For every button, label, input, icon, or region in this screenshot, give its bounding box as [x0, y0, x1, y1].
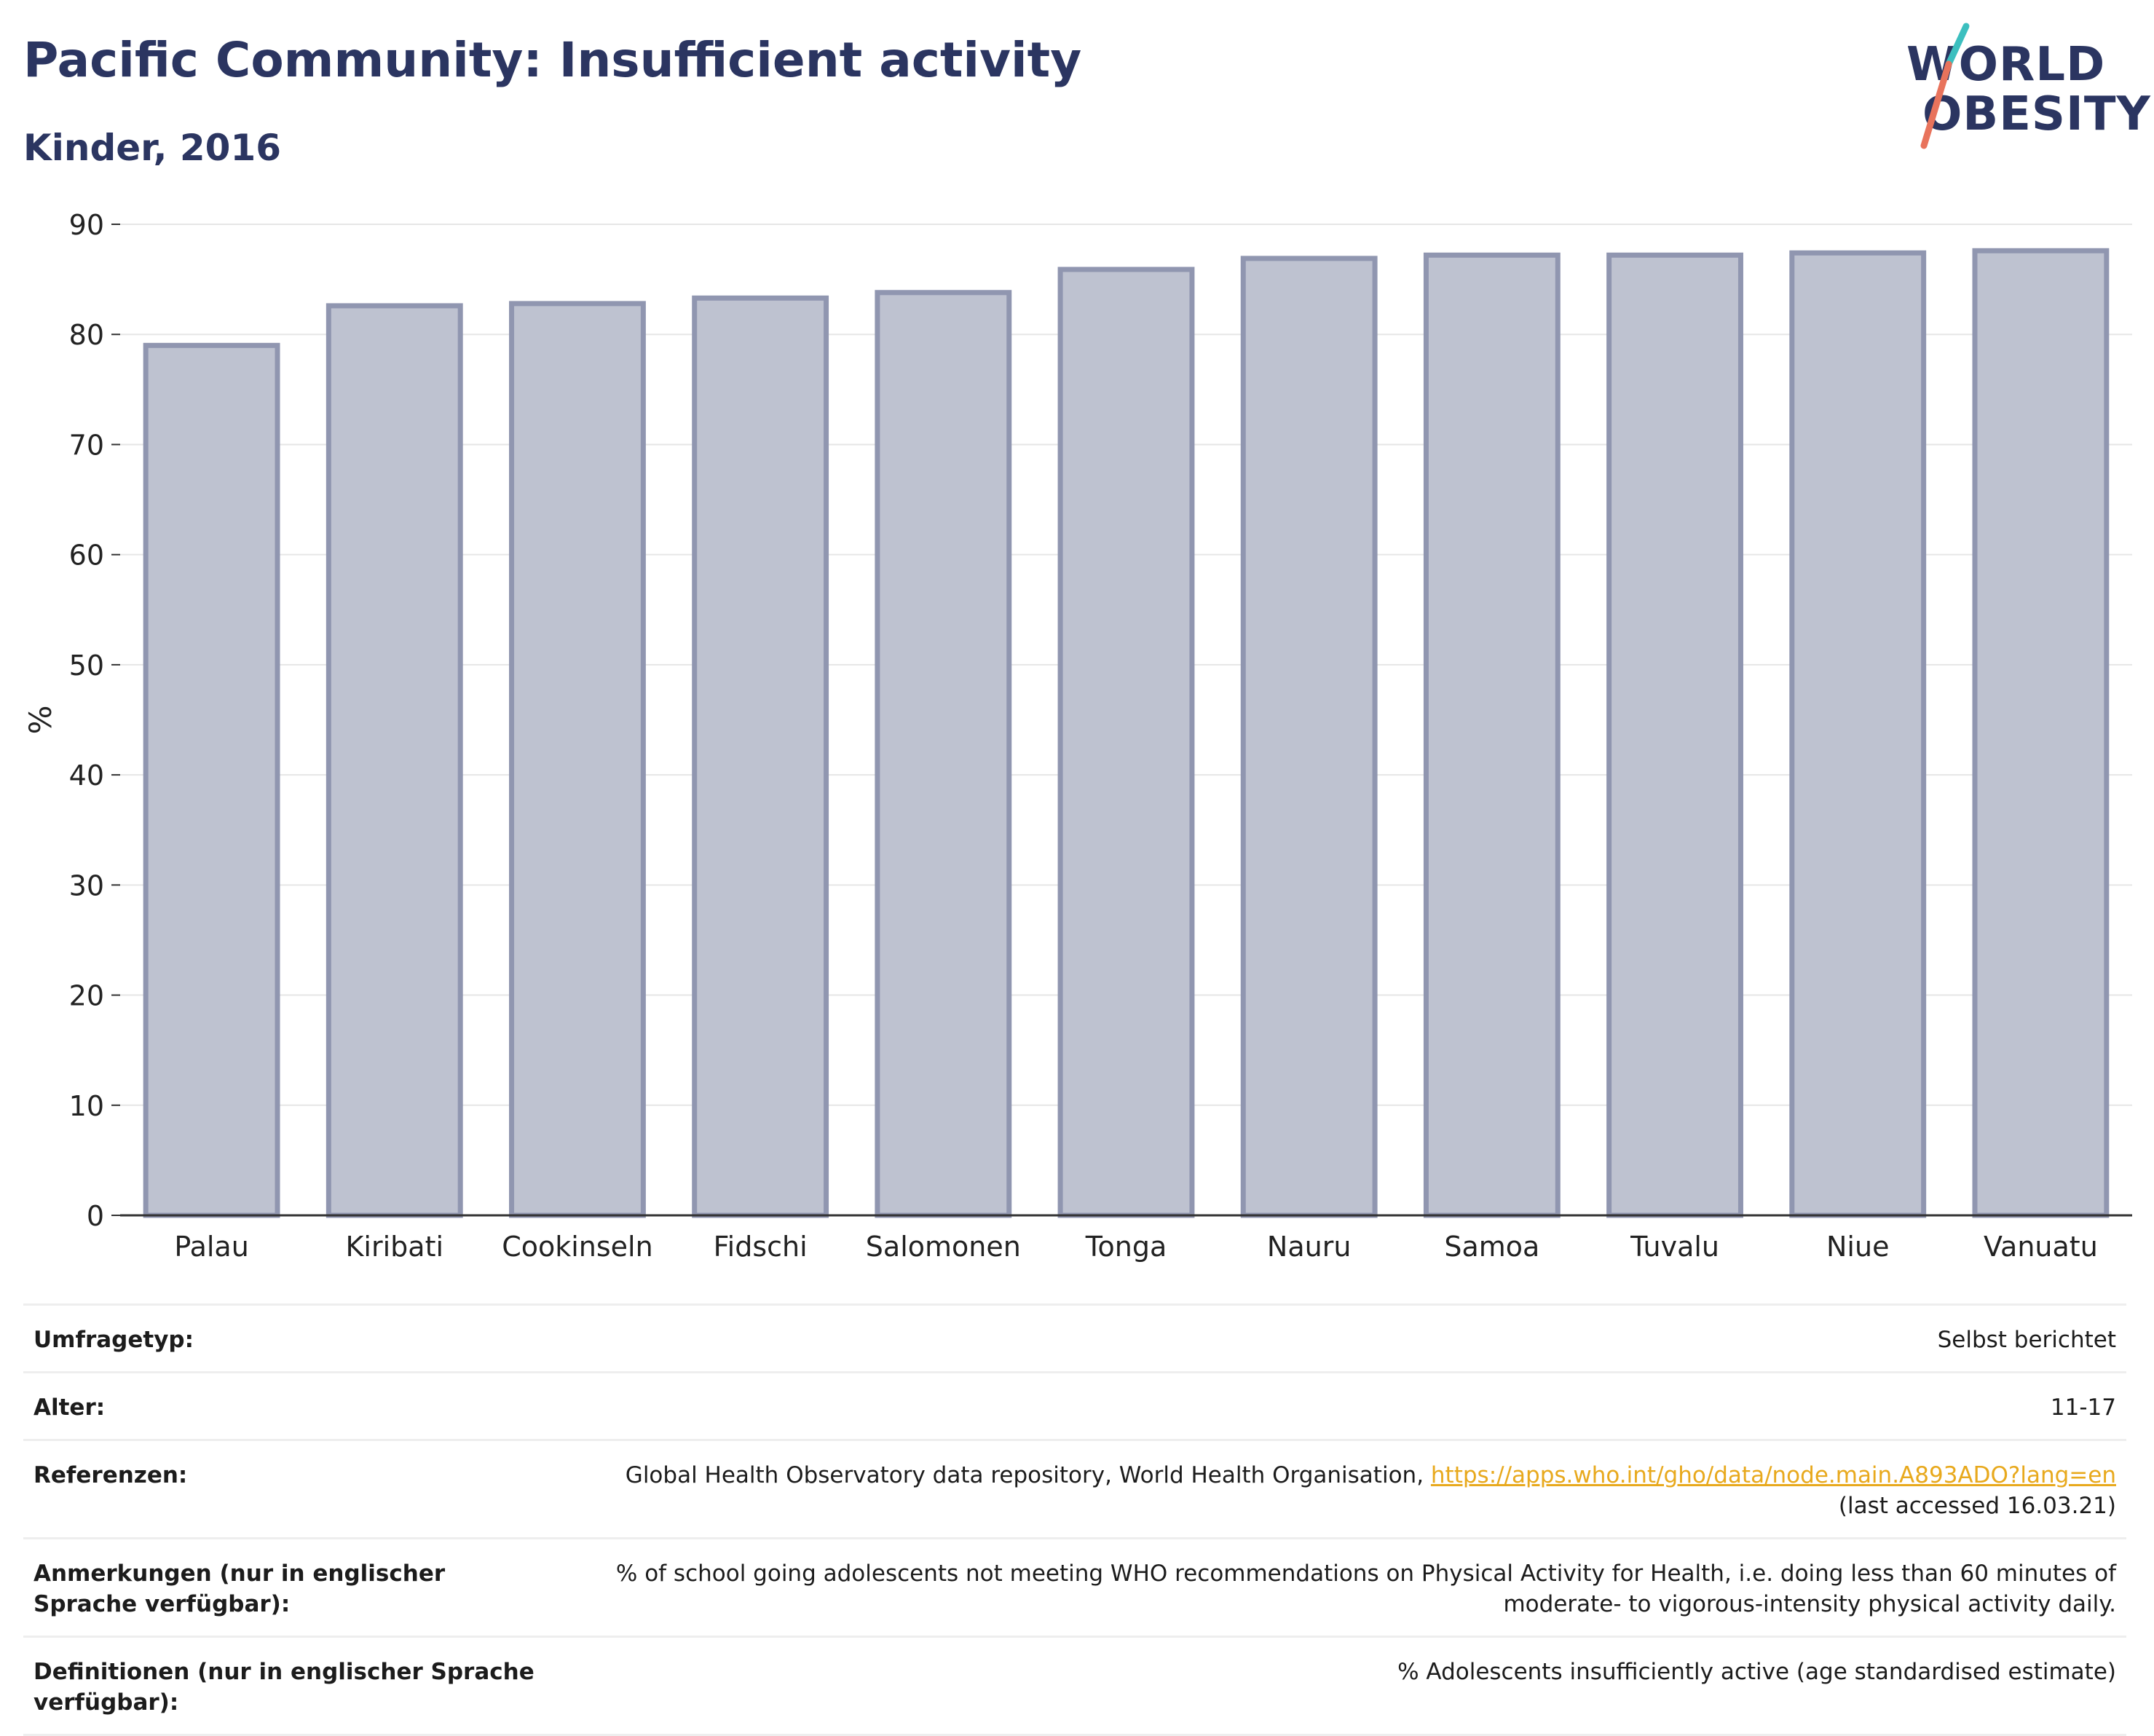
y-tick-label: 80	[69, 319, 104, 351]
footer-value: Selbst berichtet	[1937, 1327, 2116, 1353]
x-tick-label: Niue	[1826, 1231, 1889, 1263]
y-axis-label: %	[23, 706, 58, 735]
footer-row-references: Referenzen: Global Health Observatory da…	[23, 1439, 2126, 1537]
y-tick-label: 50	[69, 650, 104, 682]
reference-text: Global Health Observatory data repositor…	[625, 1462, 1431, 1488]
bar-vanuatu	[1972, 248, 2110, 1218]
footer-value: % of school going adolescents not meetin…	[615, 1561, 2116, 1617]
y-tick-label: 40	[69, 760, 104, 792]
reference-link[interactable]: https://apps.who.int/gho/data/node.main.…	[1430, 1462, 2116, 1488]
x-axis-ticks: Palau Kiribati Cookinseln Fidschi Salomonen T…	[174, 1231, 2097, 1263]
chart-title: Pacific Community: Insufficient activity	[23, 32, 1082, 88]
y-tick-label: 90	[69, 209, 104, 241]
x-tick-label: Nauru	[1267, 1231, 1352, 1263]
x-tick-label: Tuvalu	[1630, 1231, 1719, 1263]
x-tick-label: Fidschi	[714, 1231, 808, 1263]
bar-nauru	[1240, 256, 1378, 1218]
bar-samoa	[1423, 252, 1561, 1218]
footer-row-definitions: Definitionen (nur in englischer Sprache …	[23, 1636, 2126, 1736]
bar-niue	[1789, 250, 1927, 1218]
chart-subtitle: Kinder, 2016	[23, 127, 282, 169]
bar-tonga	[1057, 267, 1195, 1218]
x-tick-label: Tonga	[1085, 1231, 1167, 1263]
logo-slash-icon	[1920, 23, 1970, 149]
x-tick-label: Salomonen	[866, 1231, 1021, 1263]
footer-label: Alter:	[33, 1394, 106, 1421]
footer-row-notes: Anmerkungen (nur in englischer Sprache v…	[23, 1537, 2126, 1636]
footer-label: Anmerkungen (nur in englischer Sprache v…	[33, 1561, 446, 1617]
footer-label: Referenzen:	[33, 1462, 188, 1488]
footer-row-age: Alter: 11-17	[23, 1371, 2126, 1439]
bar-fidschi	[692, 295, 829, 1218]
bar-tuvalu	[1606, 252, 1743, 1218]
metadata-table: Umfragetyp: Selbst berichtet Alter: 11-1…	[23, 1303, 2126, 1736]
y-axis-ticks: 0 10 20 30 40 50 60 70 80 90	[69, 209, 120, 1232]
y-tick-label: 20	[69, 980, 104, 1012]
y-tick-label: 10	[69, 1090, 104, 1122]
bar-chart: 0 10 20 30 40 50 60 70 80 90 Palau Kiribati Cookins…	[23, 209, 2132, 1263]
y-tick-label: 60	[69, 540, 104, 572]
footer-value: % Adolescents insufficiently active (age…	[1397, 1659, 2116, 1685]
footer-label: Umfragetyp:	[33, 1327, 194, 1353]
logo-text-obesity: OBESITY	[1922, 87, 2151, 141]
x-tick-label: Kiribati	[346, 1231, 444, 1263]
bar-palau	[143, 342, 280, 1218]
y-tick-label: 70	[69, 429, 104, 461]
footer-value: Global Health Observatory data repositor…	[572, 1460, 2116, 1521]
x-tick-label: Samoa	[1444, 1231, 1539, 1263]
bar-salomonen	[875, 290, 1012, 1218]
logo-text-world: WORLD	[1906, 38, 2106, 92]
bar-cookinseln	[509, 301, 646, 1218]
x-tick-label: Palau	[174, 1231, 248, 1263]
reference-accessed: (last accessed 16.03.21)	[1838, 1493, 2116, 1519]
y-tick-label: 30	[69, 869, 104, 901]
footer-label: Definitionen (nur in englischer Sprache …	[33, 1659, 534, 1716]
bar-kiribati	[326, 303, 463, 1218]
x-tick-label: Vanuatu	[1984, 1231, 2098, 1263]
footer-row-survey-type: Umfragetyp: Selbst berichtet	[23, 1303, 2126, 1371]
x-tick-label: Cookinseln	[502, 1231, 653, 1263]
y-tick-label: 0	[87, 1200, 104, 1232]
world-obesity-logo[interactable]: WORLD OBESITY	[1893, 20, 2150, 151]
bars	[143, 248, 2110, 1218]
footer-value: 11-17	[2050, 1394, 2116, 1421]
